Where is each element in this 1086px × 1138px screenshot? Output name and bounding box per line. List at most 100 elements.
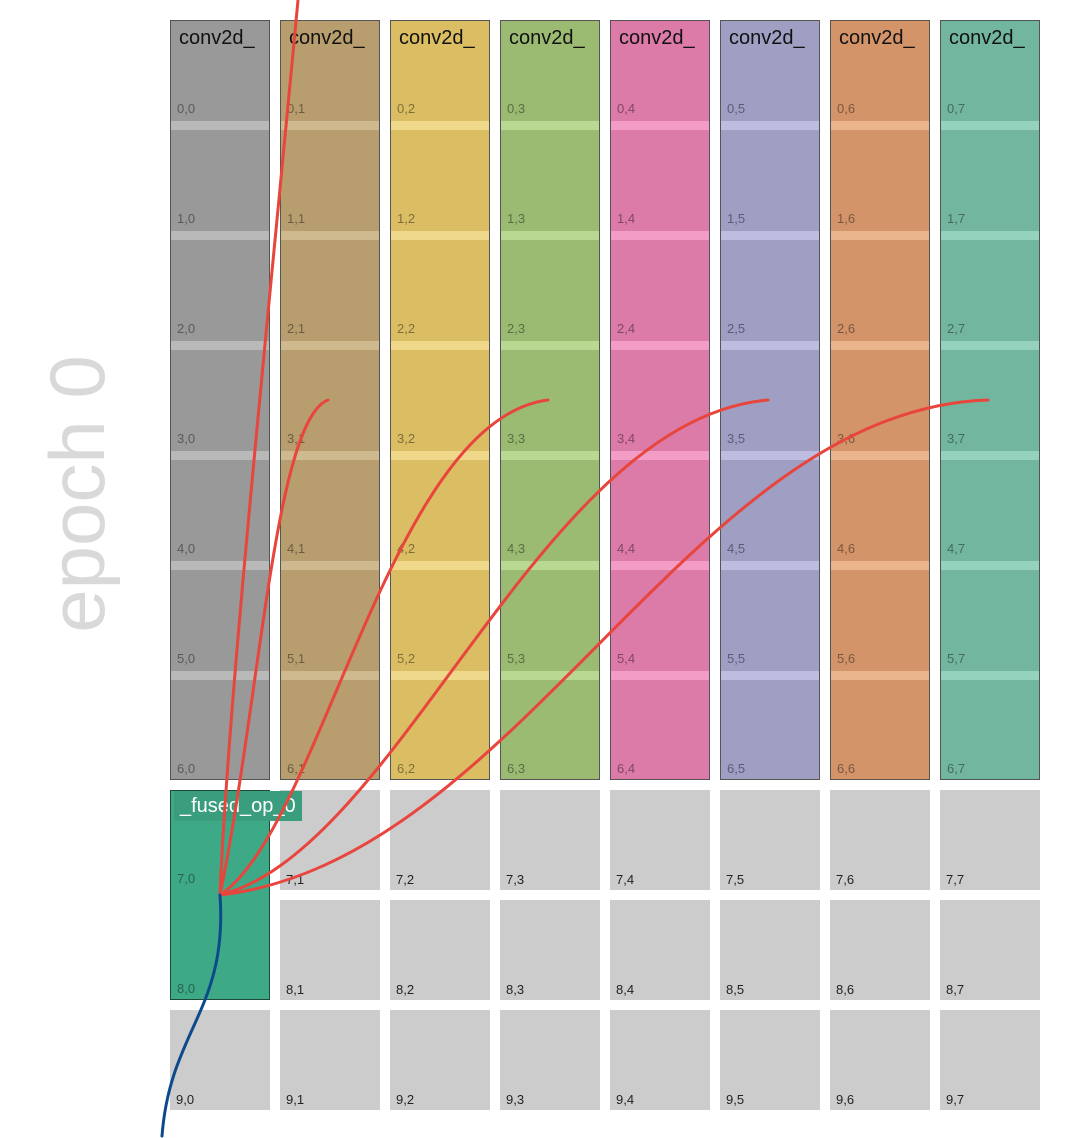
cell-coordinate: 0,6	[837, 101, 856, 116]
cell-coordinate: 9,4	[616, 1092, 635, 1107]
operator-title: conv2d_	[949, 27, 1025, 49]
row-separator	[171, 451, 269, 460]
cell-coordinate: 6,5	[727, 761, 746, 776]
row-separator	[281, 341, 379, 350]
cell-coordinate: 4,4	[617, 541, 636, 556]
operator-block-1: 0,1 1,1 2,1 3,1 4,1 5,1 6,1 conv2d_	[280, 20, 380, 780]
operator-title: conv2d_	[289, 27, 365, 49]
row-separator	[611, 231, 709, 240]
cell-coordinate: 4,1	[287, 541, 306, 556]
operator-block-0: 0,0 1,0 2,0 3,0 4,0 5,0 6,0 conv2d_	[170, 20, 270, 780]
cell-coordinate: 9,3	[506, 1092, 525, 1107]
row-separator	[941, 561, 1039, 570]
cell-coordinate: 8,3	[506, 982, 525, 997]
cell-coordinate: 3,4	[617, 431, 636, 446]
cell-coordinate: 4,5	[727, 541, 746, 556]
cell-coordinate: 1,2	[397, 211, 416, 226]
row-separator	[721, 451, 819, 460]
cell-coordinate: 9,2	[396, 1092, 415, 1107]
operator-title: conv2d_	[179, 27, 255, 49]
grid-cell-8-5: 8,5	[720, 900, 820, 1000]
row-separator	[501, 231, 599, 240]
cell-coordinate: 2,2	[397, 321, 416, 336]
cell-coordinate: 1,4	[617, 211, 636, 226]
cell-coordinate: 9,5	[726, 1092, 745, 1107]
grid-cell-7-3: 7,3	[500, 790, 600, 890]
row-separator	[391, 671, 489, 680]
cell-coordinate: 4,0	[177, 541, 196, 556]
grid-cell-8-3: 8,3	[500, 900, 600, 1000]
row-separator	[611, 561, 709, 570]
cell-coordinate: 6,3	[507, 761, 526, 776]
row-separator	[831, 671, 929, 680]
row-separator	[721, 341, 819, 350]
operator-block-5: 0,5 1,5 2,5 3,5 4,5 5,5 6,5 conv2d_	[720, 20, 820, 780]
cell-coordinate: 3,2	[397, 431, 416, 446]
cell-coordinate: 3,0	[177, 431, 196, 446]
cell-coordinate: 2,1	[287, 321, 306, 336]
grid-cell-8-7: 8,7	[940, 900, 1040, 1000]
cell-coordinate: 6,4	[617, 761, 636, 776]
row-separator	[611, 341, 709, 350]
cell-coordinate: 7,6	[836, 872, 855, 887]
row-separator	[721, 671, 819, 680]
grid-cell-9-3: 9,3	[500, 1010, 600, 1110]
operator-title: conv2d_	[509, 27, 585, 49]
cell-coordinate: 2,5	[727, 321, 746, 336]
cell-coordinate: 8,0	[177, 981, 196, 996]
row-separator	[501, 561, 599, 570]
cell-coordinate: 7,7	[946, 872, 965, 887]
cell-coordinate: 5,3	[507, 651, 526, 666]
operator-title: conv2d_	[399, 27, 475, 49]
cell-coordinate: 5,4	[617, 651, 636, 666]
row-separator	[171, 341, 269, 350]
cell-coordinate: 4,6	[837, 541, 856, 556]
cell-coordinate: 9,7	[946, 1092, 965, 1107]
input-edge-col-5	[218, 398, 770, 897]
cell-coordinate: 7,0	[177, 871, 196, 886]
cell-coordinate: 7,3	[506, 872, 525, 887]
row-separator	[281, 671, 379, 680]
cell-coordinate: 8,5	[726, 982, 745, 997]
grid-cell-9-7: 9,7	[940, 1010, 1040, 1110]
cell-coordinate: 8,1	[286, 982, 305, 997]
operator-block-3: 0,3 1,3 2,3 3,3 4,3 5,3 6,3 conv2d_	[500, 20, 600, 780]
input-edge-col-7	[218, 398, 990, 897]
row-separator	[171, 671, 269, 680]
cell-coordinate: 0,3	[507, 101, 526, 116]
row-separator	[941, 451, 1039, 460]
cell-coordinate: 1,1	[287, 211, 306, 226]
cell-coordinate: 8,4	[616, 982, 635, 997]
row-separator	[831, 121, 929, 130]
cell-coordinate: 1,0	[177, 211, 196, 226]
row-separator	[941, 121, 1039, 130]
cell-coordinate: 2,6	[837, 321, 856, 336]
cell-coordinate: 5,0	[177, 651, 196, 666]
cell-coordinate: 7,5	[726, 872, 745, 887]
grid-cell-8-4: 8,4	[610, 900, 710, 1000]
cell-coordinate: 5,5	[727, 651, 746, 666]
row-separator	[171, 231, 269, 240]
cell-coordinate: 9,0	[176, 1092, 195, 1107]
cell-coordinate: 5,7	[947, 651, 966, 666]
cell-coordinate: 7,4	[616, 872, 635, 887]
cell-coordinate: 4,7	[947, 541, 966, 556]
cell-coordinate: 4,3	[507, 541, 526, 556]
cell-coordinate: 6,0	[177, 761, 196, 776]
row-separator	[501, 671, 599, 680]
grid-cell-7-2: 7,2	[390, 790, 490, 890]
row-separator	[281, 451, 379, 460]
row-separator	[831, 341, 929, 350]
cell-coordinate: 1,7	[947, 211, 966, 226]
row-separator	[501, 121, 599, 130]
grid-cell-7-4: 7,4	[610, 790, 710, 890]
cell-coordinate: 8,2	[396, 982, 415, 997]
row-separator	[611, 671, 709, 680]
cell-coordinate: 0,0	[177, 101, 196, 116]
row-separator	[391, 121, 489, 130]
operator-block-4: 0,4 1,4 2,4 3,4 4,4 5,4 6,4 conv2d_	[610, 20, 710, 780]
row-separator	[391, 341, 489, 350]
cell-coordinate: 3,5	[727, 431, 746, 446]
cell-coordinate: 0,5	[727, 101, 746, 116]
